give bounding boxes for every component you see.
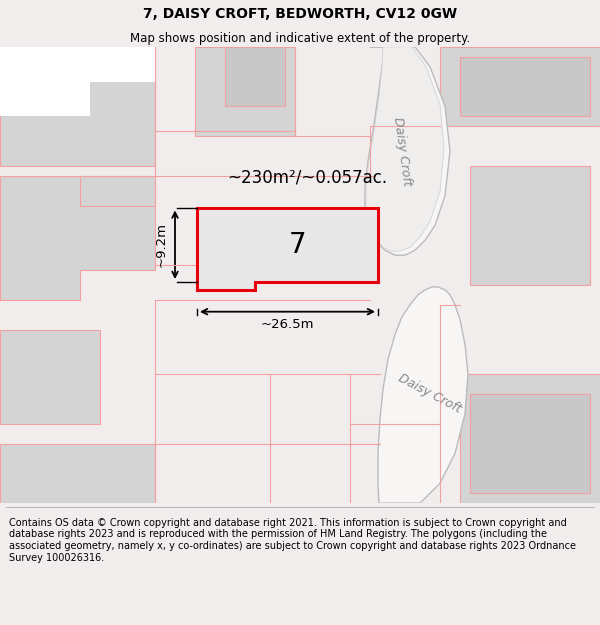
Text: ~26.5m: ~26.5m	[261, 318, 314, 331]
Polygon shape	[460, 57, 590, 116]
Text: Daisy Croft: Daisy Croft	[397, 372, 464, 416]
Polygon shape	[0, 444, 155, 503]
Text: 7, DAISY CROFT, BEDWORTH, CV12 0GW: 7, DAISY CROFT, BEDWORTH, CV12 0GW	[143, 7, 457, 21]
Polygon shape	[197, 208, 378, 290]
Polygon shape	[460, 374, 600, 503]
Polygon shape	[0, 47, 155, 166]
Polygon shape	[470, 166, 590, 285]
Polygon shape	[0, 329, 100, 424]
Polygon shape	[195, 47, 295, 136]
Polygon shape	[470, 394, 590, 493]
Polygon shape	[0, 176, 155, 300]
Text: Map shows position and indicative extent of the property.: Map shows position and indicative extent…	[130, 32, 470, 45]
Text: Daisy Croft: Daisy Croft	[391, 116, 413, 186]
Text: Contains OS data © Crown copyright and database right 2021. This information is : Contains OS data © Crown copyright and d…	[9, 518, 576, 562]
Text: ~9.2m: ~9.2m	[155, 222, 167, 268]
Polygon shape	[440, 47, 600, 126]
Polygon shape	[0, 47, 155, 116]
Text: 7: 7	[289, 231, 307, 259]
Polygon shape	[366, 47, 444, 251]
Polygon shape	[378, 287, 468, 503]
Text: ~230m²/~0.057ac.: ~230m²/~0.057ac.	[227, 169, 388, 187]
Polygon shape	[365, 47, 450, 255]
Polygon shape	[225, 47, 285, 106]
Polygon shape	[80, 176, 155, 206]
